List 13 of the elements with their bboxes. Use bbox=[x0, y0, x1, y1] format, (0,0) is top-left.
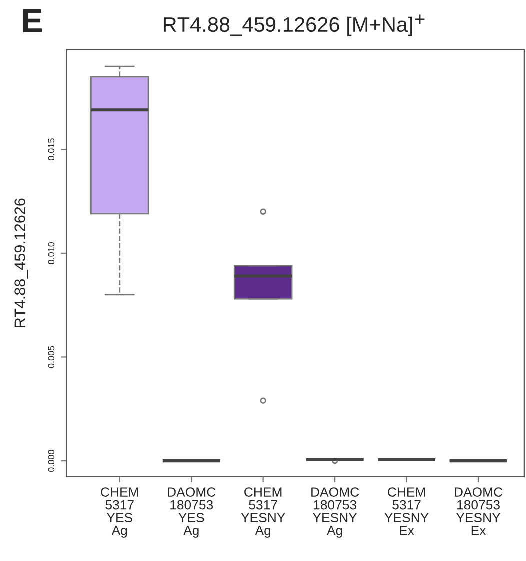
text: E bbox=[23, 9, 42, 32]
x-tick-label: CHEM 5317 YESNY Ex bbox=[384, 488, 429, 536]
y-axis-title: RT4.88_459.12626 bbox=[14, 198, 28, 328]
y-tick-label: 0.015 bbox=[48, 138, 55, 161]
x-tick-label: DAOMC 180753 YESNY Ex bbox=[455, 488, 503, 536]
x-tick-label: CHEM 5317 YES Ag bbox=[101, 488, 138, 538]
x-tick-label: CHEM 5317 YESNY Ag bbox=[241, 488, 286, 538]
x-tick-label: DAOMC 180753 YESNY Ag bbox=[312, 488, 360, 538]
x-tick-label: DAOMC 180753 YES Ag bbox=[168, 488, 216, 538]
y-tick-label: 0.005 bbox=[48, 346, 55, 368]
y-tick-label: 0.000 bbox=[48, 450, 55, 472]
chart-title: RT4.88_459.12626 [M+Na]$^{+}$ bbox=[164, 14, 425, 36]
y-tick-label: 0.010 bbox=[48, 242, 55, 264]
